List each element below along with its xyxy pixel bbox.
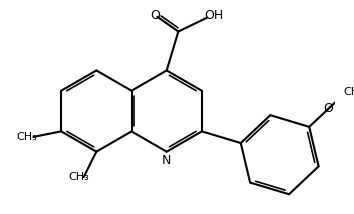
Text: O: O [150,9,160,22]
Text: CH₃: CH₃ [343,87,354,97]
Text: CH₃: CH₃ [17,132,38,142]
Text: CH₃: CH₃ [68,172,89,182]
Text: OH: OH [204,9,223,22]
Text: N: N [162,154,171,167]
Text: O: O [324,102,333,115]
